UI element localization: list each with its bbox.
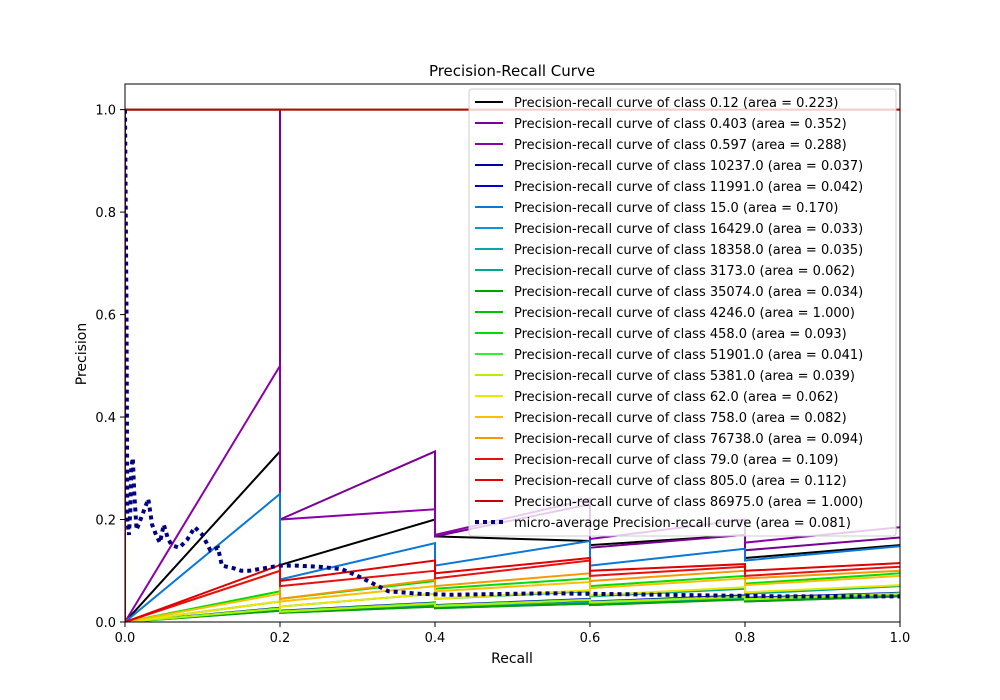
legend-entry-20: micro-average Precision-recall curve (ar… (514, 516, 851, 531)
x-axis-label: Recall (491, 651, 533, 667)
x-tick-label-5: 1.0 (890, 631, 911, 646)
y-tick-label-5: 1.0 (95, 104, 116, 119)
y-tick-label-0: 0.0 (95, 616, 116, 631)
series-line-5 (125, 491, 900, 622)
y-tick-label-1: 0.2 (95, 514, 116, 529)
y-tick-label-3: 0.6 (95, 309, 116, 324)
y-tick-label-2: 0.4 (95, 411, 116, 426)
legend-entry-14: Precision-recall curve of class 62.0 (ar… (514, 390, 838, 405)
legend-entry-7: Precision-recall curve of class 18358.0 … (514, 243, 863, 258)
y-axis-label: Precision (74, 323, 90, 385)
legend-entry-15: Precision-recall curve of class 758.0 (a… (514, 411, 847, 426)
x-tick-label-1: 0.2 (270, 631, 291, 646)
legend-entry-17: Precision-recall curve of class 79.0 (ar… (514, 453, 838, 468)
legend-box (468, 88, 897, 537)
legend-entry-8: Precision-recall curve of class 3173.0 (… (514, 264, 855, 279)
legend-entry-10: Precision-recall curve of class 4246.0 (… (514, 306, 855, 321)
legend-entry-12: Precision-recall curve of class 51901.0 … (514, 348, 863, 363)
x-tick-label-2: 0.4 (425, 631, 446, 646)
x-tick-label-0: 0.0 (115, 631, 136, 646)
legend-entry-1: Precision-recall curve of class 0.403 (a… (514, 117, 847, 132)
legend-entry-3: Precision-recall curve of class 10237.0 … (514, 159, 863, 174)
series-line-14 (125, 584, 900, 622)
y-tick-label-4: 0.8 (95, 206, 116, 221)
chart-title: Precision-Recall Curve (429, 62, 595, 80)
legend-entry-0: Precision-recall curve of class 0.12 (ar… (514, 96, 838, 111)
x-tick-label-4: 0.8 (735, 631, 756, 646)
axes-frame (124, 83, 901, 623)
legend: Precision-recall curve of class 0.12 (ar… (468, 88, 897, 537)
legend-entry-5: Precision-recall curve of class 15.0 (ar… (514, 201, 838, 216)
x-tick-label-3: 0.6 (580, 631, 601, 646)
legend-entry-13: Precision-recall curve of class 5381.0 (… (514, 369, 855, 384)
series-line-13 (125, 592, 900, 622)
legend-entry-19: Precision-recall curve of class 86975.0 … (514, 495, 863, 510)
legend-entry-2: Precision-recall curve of class 0.597 (a… (514, 138, 847, 153)
legend-entry-9: Precision-recall curve of class 35074.0 … (514, 285, 863, 300)
series-line-18 (125, 556, 900, 622)
legend-entry-18: Precision-recall curve of class 805.0 (a… (514, 474, 847, 489)
axes: 0.0 0.2 0.4 0.6 0.8 1.0 0.0 0.2 0.4 0.6 0.8 1.0 (95, 83, 911, 646)
legend-entry-6: Precision-recall curve of class 16429.0 … (514, 222, 863, 237)
legend-entry-4: Precision-recall curve of class 11991.0 … (514, 180, 863, 195)
legend-entry-11: Precision-recall curve of class 458.0 (a… (514, 327, 847, 342)
legend-entry-16: Precision-recall curve of class 76738.0 … (514, 432, 863, 447)
